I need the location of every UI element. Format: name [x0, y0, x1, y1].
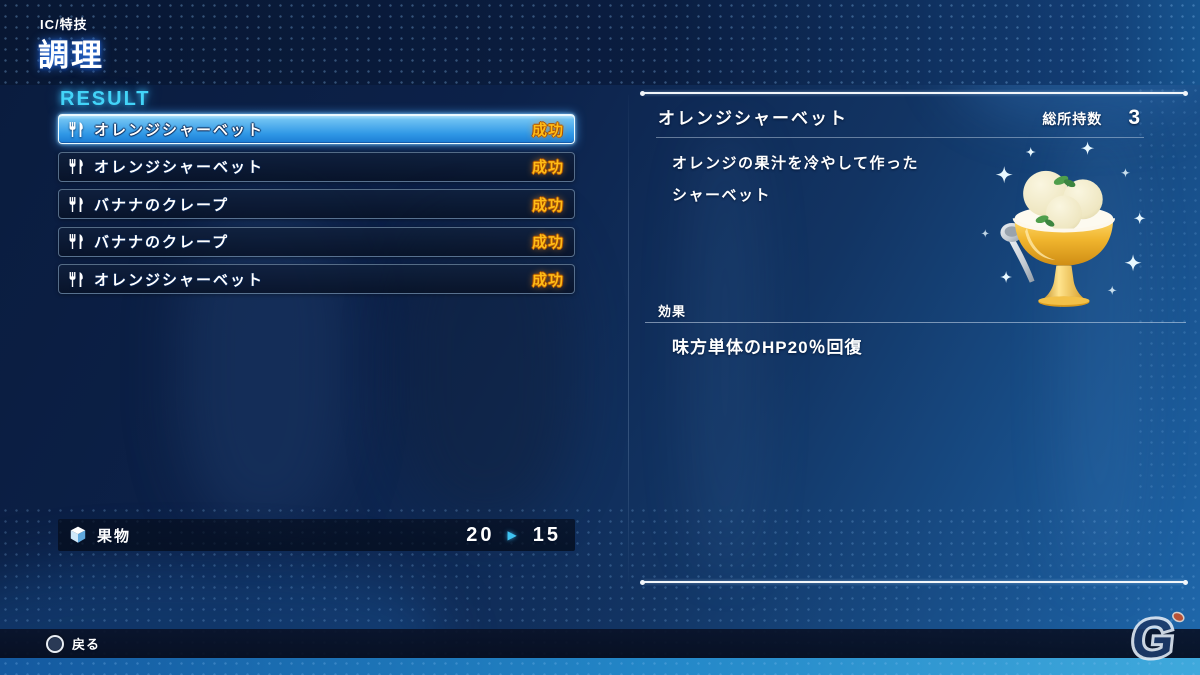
description-line: シャーベット [672, 187, 772, 204]
effect-label: 効果 [658, 304, 687, 319]
result-list: オレンジシャーベット 成功 オレンジシャーベット 成功 バナナのクレープ 成功 … [58, 114, 575, 302]
utensils-icon [68, 271, 85, 288]
result-row[interactable]: オレンジシャーベット 成功 [58, 114, 575, 144]
ingredient-count-after: 15 [532, 523, 561, 546]
result-status: 成功 [531, 121, 564, 139]
result-row[interactable]: オレンジシャーベット 成功 [58, 264, 575, 294]
gamer-watermark-logo: G [1120, 601, 1194, 672]
logo-letter: G [1129, 609, 1177, 669]
result-status: 成功 [531, 159, 564, 176]
effect-divider [645, 322, 1186, 323]
owned-count: 3 [1128, 106, 1140, 129]
ingredient-name: 果物 [97, 527, 132, 545]
result-status: 成功 [531, 271, 564, 289]
result-heading: RESULT [60, 88, 151, 110]
background-light-streak [690, 130, 760, 570]
result-item-name: バナナのクレープ [94, 234, 230, 251]
panel-bottom-divider [640, 579, 1188, 585]
panel-top-divider [640, 90, 1188, 96]
page-title: 調理 [38, 38, 104, 73]
effect-text: 味方単体のHP20％回復 [672, 338, 863, 357]
back-button-label: 戻る [72, 637, 101, 652]
result-item-name: オレンジシャーベット [94, 271, 265, 289]
result-item-name: オレンジシャーベット [94, 159, 265, 176]
description-line: オレンジの果汁を冷やして作った [672, 155, 920, 172]
result-status: 成功 [531, 234, 564, 251]
item-image-sherbet [972, 133, 1152, 313]
detail-title-row: オレンジシャーベット 総所持数 3 [658, 104, 1140, 130]
item-description: オレンジの果汁を冷やして作った シャーベット [672, 148, 1002, 212]
result-row[interactable]: オレンジシャーベット 成功 [58, 151, 575, 182]
bottom-accent-strip [0, 658, 1200, 675]
result-row[interactable]: バナナのクレープ 成功 [58, 226, 575, 257]
ingredient-bar: 果物 20 ▶ 15 [58, 519, 575, 551]
category-label: IC/特技 [40, 17, 88, 32]
top-band [0, 0, 1200, 85]
item-cube-icon [68, 525, 88, 545]
arrow-right-icon: ▶ [507, 528, 517, 542]
panel-left-divider [628, 95, 629, 582]
utensils-icon [68, 233, 85, 250]
utensils-icon [68, 158, 85, 175]
ingredient-count-before: 20 [466, 523, 495, 546]
owned-label: 総所持数 [1042, 111, 1103, 127]
result-row[interactable]: バナナのクレープ 成功 [58, 189, 575, 219]
title-underline [656, 137, 1144, 138]
result-item-name: オレンジシャーベット [94, 121, 265, 139]
back-button[interactable]: 戻る [46, 634, 100, 653]
utensils-icon [68, 121, 85, 138]
utensils-icon [68, 196, 85, 213]
footer-bar: 戻る [0, 629, 1200, 658]
result-item-name: バナナのクレープ [94, 196, 230, 214]
detail-item-name: オレンジシャーベット [658, 109, 848, 128]
circle-button-icon [46, 634, 64, 653]
result-status: 成功 [531, 196, 564, 214]
